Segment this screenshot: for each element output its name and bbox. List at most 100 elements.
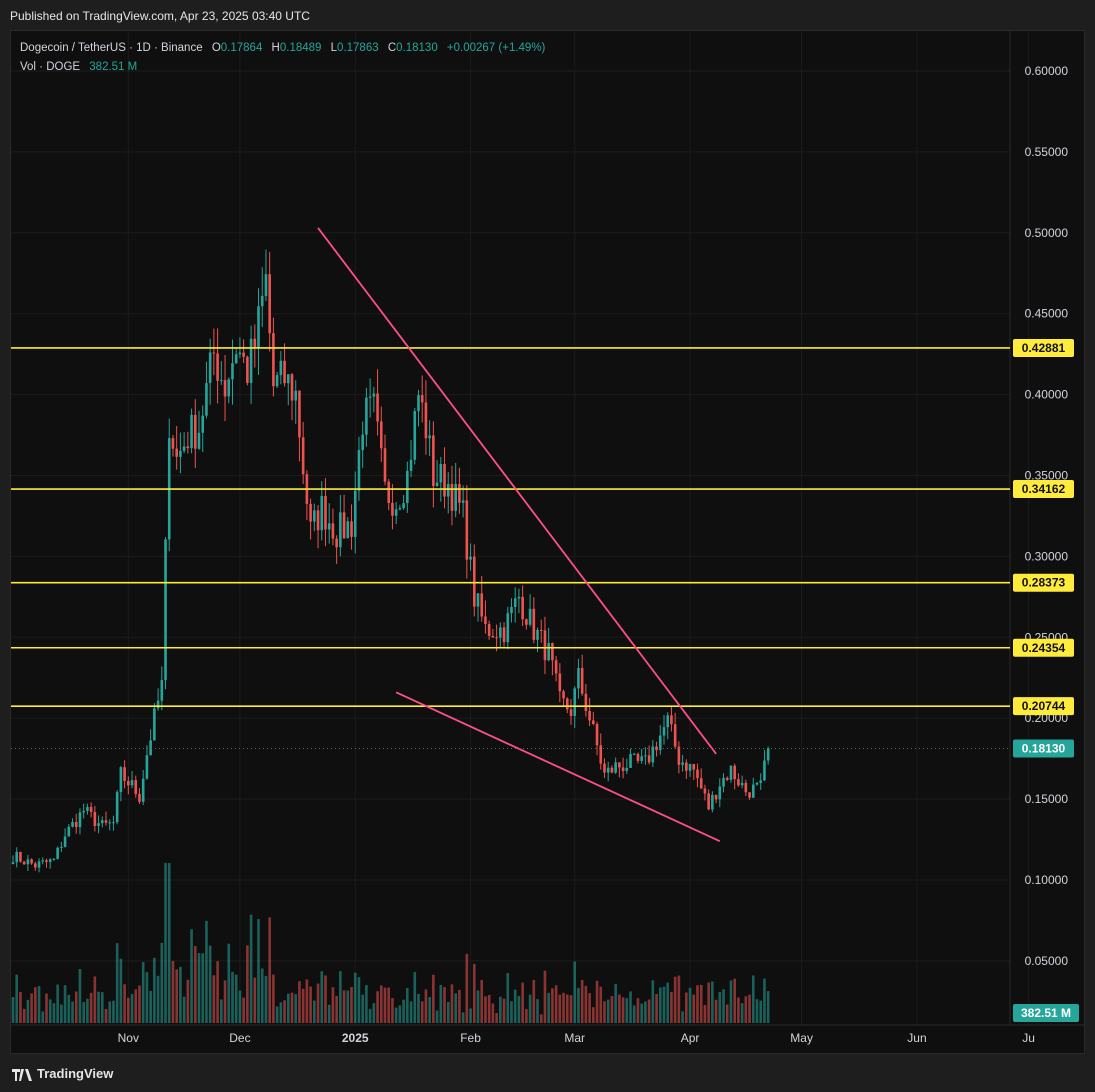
- volume-bar: [402, 999, 405, 1023]
- candle-body: [11, 862, 15, 865]
- volume-bar: [127, 997, 130, 1023]
- volume-bar: [725, 1004, 729, 1023]
- volume-bar: [487, 994, 491, 1023]
- candle-body: [331, 523, 335, 539]
- volume-bar: [465, 953, 469, 1023]
- candle-body: [346, 521, 350, 539]
- candle-body: [205, 383, 208, 416]
- candle-body: [688, 764, 692, 771]
- candle-body: [406, 470, 409, 504]
- volume-bar: [34, 987, 37, 1023]
- open-value: 0.17864: [220, 42, 263, 54]
- candle-body: [246, 356, 249, 383]
- candle-body: [119, 767, 123, 793]
- candle-body: [733, 765, 736, 780]
- candle-body: [759, 780, 763, 783]
- volume-bar: [112, 1000, 115, 1023]
- y-tick-label: 0.60000: [1025, 64, 1069, 78]
- y-tick-label: 0.45000: [1025, 307, 1069, 321]
- volume-bar: [618, 994, 621, 1023]
- candle-body: [179, 450, 182, 457]
- volume-bar: [592, 1007, 595, 1023]
- open-label: O: [211, 42, 221, 54]
- volume-bar: [208, 945, 212, 1023]
- level-price-label: 0.24354: [1022, 641, 1066, 655]
- candle-body: [335, 538, 338, 548]
- tradingview-logo[interactable]: TradingView: [12, 1066, 113, 1081]
- volume-bar: [655, 994, 658, 1023]
- volume-bar: [551, 988, 554, 1023]
- volume-bar: [766, 991, 770, 1023]
- candle-body: [562, 691, 565, 699]
- candle-body: [227, 379, 231, 397]
- volume-bar: [658, 987, 662, 1023]
- volume-bar: [268, 917, 271, 1023]
- volume-bar: [342, 990, 346, 1023]
- candle-body: [67, 826, 71, 837]
- volume-bar: [413, 972, 417, 1023]
- volume-bar: [368, 1008, 372, 1023]
- candle-body: [588, 710, 591, 721]
- candle-body: [41, 860, 45, 862]
- volume-bar: [193, 946, 197, 1023]
- candle-body: [149, 740, 152, 756]
- volume-bar: [253, 977, 257, 1023]
- volume-bar: [86, 998, 89, 1023]
- published-info: Published on TradingView.com, Apr 23, 20…: [10, 9, 310, 23]
- volume-bar: [156, 975, 160, 1023]
- volume-bar: [692, 994, 696, 1023]
- volume-bar: [383, 987, 387, 1023]
- candle-body: [603, 763, 606, 773]
- candle-body: [327, 523, 331, 530]
- candle-body: [301, 437, 305, 475]
- volume-bar: [443, 987, 446, 1023]
- volume-bar: [186, 979, 190, 1023]
- volume-bar: [353, 972, 357, 1023]
- candle-body: [595, 723, 599, 746]
- candle-body: [584, 693, 588, 711]
- volume-bar: [685, 992, 688, 1023]
- volume-bar: [100, 992, 104, 1023]
- candle-body: [662, 727, 666, 736]
- candle-body: [707, 793, 710, 810]
- volume-bar: [554, 985, 558, 1023]
- high-label: H: [271, 42, 280, 54]
- volume-bar: [580, 979, 584, 1023]
- level-price-label: 0.28373: [1022, 576, 1066, 590]
- candle-body: [699, 778, 703, 789]
- volume-bar: [755, 999, 759, 1023]
- candle-body: [510, 607, 513, 614]
- volume-bar: [387, 987, 391, 1023]
- candle-body: [160, 680, 164, 701]
- candle-body: [532, 608, 536, 640]
- candle-body: [309, 503, 312, 522]
- level-price-label: 0.20744: [1022, 699, 1066, 713]
- candle-body: [606, 767, 610, 773]
- volume-tag: [1013, 1004, 1079, 1022]
- candle-body: [513, 598, 517, 608]
- volume-bar: [763, 978, 766, 1023]
- volume-bar: [539, 1014, 543, 1023]
- volume-bar: [52, 1003, 56, 1023]
- candle-body: [484, 616, 487, 625]
- volume-bar: [316, 983, 320, 1023]
- candle-body: [521, 596, 524, 620]
- candle-body: [78, 812, 82, 828]
- candle-body: [647, 755, 651, 763]
- volume-bar: [286, 993, 290, 1023]
- volume-bars: [11, 863, 770, 1023]
- volume-bar: [56, 984, 59, 1023]
- chart-panel[interactable]: [10, 30, 1085, 1054]
- y-tick-label: 0.55000: [1025, 145, 1069, 159]
- volume-bar: [167, 863, 171, 1023]
- volume-bar: [141, 962, 145, 1023]
- volume-bar: [420, 1001, 424, 1023]
- candle-body: [472, 556, 476, 607]
- x-tick-label: Nov: [118, 1031, 139, 1045]
- volume-bar: [536, 999, 539, 1023]
- volume-bar: [670, 991, 673, 1023]
- volume-bar: [313, 1000, 316, 1023]
- symbol-title[interactable]: Dogecoin / TetherUS · 1D · Binance: [20, 42, 203, 54]
- y-tick-label: 0.30000: [1025, 549, 1069, 563]
